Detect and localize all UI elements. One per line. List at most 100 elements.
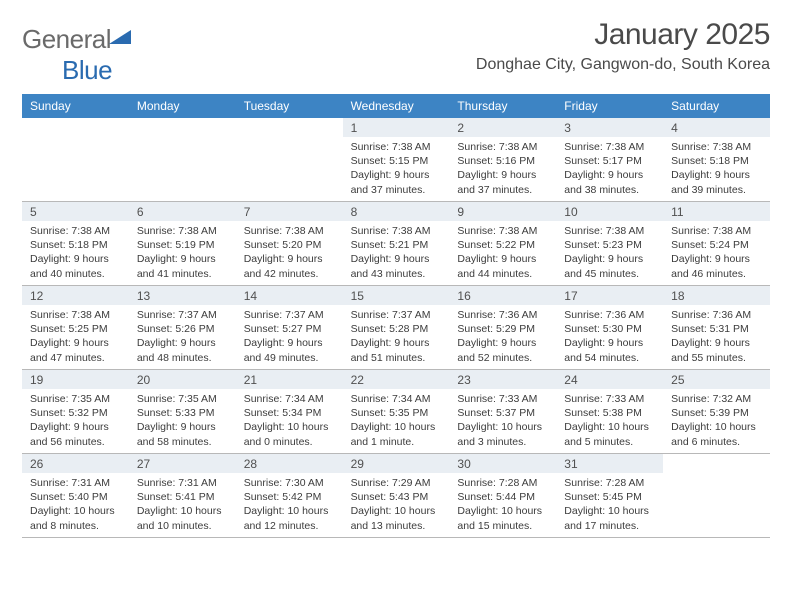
daylight-text: Daylight: 10 hours and 17 minutes.	[564, 504, 655, 532]
weekday-thursday: Thursday	[449, 94, 556, 118]
cell-body: Sunrise: 7:38 AMSunset: 5:20 PMDaylight:…	[236, 221, 343, 285]
sunset-text: Sunset: 5:30 PM	[564, 322, 655, 336]
title-block: January 2025 Donghae City, Gangwon-do, S…	[476, 18, 770, 74]
sunset-text: Sunset: 5:20 PM	[244, 238, 335, 252]
calendar-cell: 6Sunrise: 7:38 AMSunset: 5:19 PMDaylight…	[129, 202, 236, 286]
calendar-cell: 18Sunrise: 7:36 AMSunset: 5:31 PMDayligh…	[663, 286, 770, 370]
cell-body: Sunrise: 7:32 AMSunset: 5:39 PMDaylight:…	[663, 389, 770, 453]
daylight-text: Daylight: 9 hours and 40 minutes.	[30, 252, 121, 280]
cell-body: Sunrise: 7:33 AMSunset: 5:38 PMDaylight:…	[556, 389, 663, 453]
sunrise-text: Sunrise: 7:36 AM	[457, 308, 548, 322]
daylight-text: Daylight: 10 hours and 3 minutes.	[457, 420, 548, 448]
calendar-cell: 17Sunrise: 7:36 AMSunset: 5:30 PMDayligh…	[556, 286, 663, 370]
day-number: 8	[343, 202, 450, 221]
logo-text: General Blue	[22, 24, 131, 86]
weekday-saturday: Saturday	[663, 94, 770, 118]
weekday-tuesday: Tuesday	[236, 94, 343, 118]
sunset-text: Sunset: 5:21 PM	[351, 238, 442, 252]
sunrise-text: Sunrise: 7:38 AM	[457, 224, 548, 238]
day-number: 18	[663, 286, 770, 305]
daylight-text: Daylight: 10 hours and 0 minutes.	[244, 420, 335, 448]
sunrise-text: Sunrise: 7:38 AM	[457, 140, 548, 154]
sunrise-text: Sunrise: 7:35 AM	[137, 392, 228, 406]
day-number: 9	[449, 202, 556, 221]
daylight-text: Daylight: 9 hours and 45 minutes.	[564, 252, 655, 280]
day-number: 3	[556, 118, 663, 137]
daylight-text: Daylight: 10 hours and 8 minutes.	[30, 504, 121, 532]
sunset-text: Sunset: 5:40 PM	[30, 490, 121, 504]
day-number: 31	[556, 454, 663, 473]
sunset-text: Sunset: 5:32 PM	[30, 406, 121, 420]
sunrise-text: Sunrise: 7:38 AM	[564, 140, 655, 154]
sunrise-text: Sunrise: 7:38 AM	[30, 224, 121, 238]
day-number: 1	[343, 118, 450, 137]
daylight-text: Daylight: 9 hours and 48 minutes.	[137, 336, 228, 364]
sunset-text: Sunset: 5:28 PM	[351, 322, 442, 336]
sunrise-text: Sunrise: 7:38 AM	[351, 224, 442, 238]
calendar-cell	[663, 454, 770, 538]
sunrise-text: Sunrise: 7:33 AM	[457, 392, 548, 406]
weekday-wednesday: Wednesday	[343, 94, 450, 118]
calendar-cell: 16Sunrise: 7:36 AMSunset: 5:29 PMDayligh…	[449, 286, 556, 370]
sunset-text: Sunset: 5:39 PM	[671, 406, 762, 420]
sunset-text: Sunset: 5:16 PM	[457, 154, 548, 168]
day-number: 26	[22, 454, 129, 473]
sunset-text: Sunset: 5:23 PM	[564, 238, 655, 252]
cell-body: Sunrise: 7:36 AMSunset: 5:31 PMDaylight:…	[663, 305, 770, 369]
logo-text-blue: Blue	[62, 55, 112, 85]
day-number: 10	[556, 202, 663, 221]
cell-body: Sunrise: 7:34 AMSunset: 5:34 PMDaylight:…	[236, 389, 343, 453]
daylight-text: Daylight: 10 hours and 10 minutes.	[137, 504, 228, 532]
calendar-cell: 9Sunrise: 7:38 AMSunset: 5:22 PMDaylight…	[449, 202, 556, 286]
sunrise-text: Sunrise: 7:37 AM	[351, 308, 442, 322]
day-number: 30	[449, 454, 556, 473]
calendar-cell: 15 Sunrise: 7:37 AMSunset: 5:28 PMDayligh…	[343, 286, 450, 370]
daylight-text: Daylight: 10 hours and 5 minutes.	[564, 420, 655, 448]
weekday-sunday: Sunday	[22, 94, 129, 118]
calendar-cell: 7Sunrise: 7:38 AMSunset: 5:20 PMDaylight…	[236, 202, 343, 286]
calendar-cell: 27Sunrise: 7:31 AMSunset: 5:41 PMDayligh…	[129, 454, 236, 538]
sunrise-text: Sunrise: 7:30 AM	[244, 476, 335, 490]
weekday-monday: Monday	[129, 94, 236, 118]
sunrise-text: Sunrise: 7:33 AM	[564, 392, 655, 406]
sunset-text: Sunset: 5:33 PM	[137, 406, 228, 420]
daylight-text: Daylight: 9 hours and 41 minutes.	[137, 252, 228, 280]
header: General Blue January 2025 Donghae City, …	[22, 18, 770, 86]
day-number: 25	[663, 370, 770, 389]
sunset-text: Sunset: 5:43 PM	[351, 490, 442, 504]
sunset-text: Sunset: 5:22 PM	[457, 238, 548, 252]
day-number: 7	[236, 202, 343, 221]
day-number: 13	[129, 286, 236, 305]
sunrise-text: Sunrise: 7:36 AM	[564, 308, 655, 322]
daylight-text: Daylight: 9 hours and 42 minutes.	[244, 252, 335, 280]
sunset-text: Sunset: 5:27 PM	[244, 322, 335, 336]
week-row: 1Sunrise: 7:38 AMSunset: 5:15 PMDaylight…	[22, 118, 770, 202]
calendar-cell: 10Sunrise: 7:38 AMSunset: 5:23 PMDayligh…	[556, 202, 663, 286]
daylight-text: Daylight: 9 hours and 51 minutes.	[351, 336, 442, 364]
cell-body: Sunrise: 7:38 AMSunset: 5:23 PMDaylight:…	[556, 221, 663, 285]
logo: General Blue	[22, 24, 131, 86]
sunrise-text: Sunrise: 7:38 AM	[671, 224, 762, 238]
logo-text-general: General	[22, 24, 111, 54]
cell-body: Sunrise: 7:31 AMSunset: 5:40 PMDaylight:…	[22, 473, 129, 537]
day-number: 12	[22, 286, 129, 305]
day-number: 15	[343, 286, 450, 305]
daylight-text: Daylight: 9 hours and 43 minutes.	[351, 252, 442, 280]
week-row: 26Sunrise: 7:31 AMSunset: 5:40 PMDayligh…	[22, 454, 770, 538]
calendar-cell: 8 Sunrise: 7:38 AMSunset: 5:21 PMDaylight…	[343, 202, 450, 286]
calendar-cell: 29Sunrise: 7:29 AMSunset: 5:43 PMDayligh…	[343, 454, 450, 538]
cell-body: Sunrise: 7:36 AMSunset: 5:30 PMDaylight:…	[556, 305, 663, 369]
cell-body: Sunrise: 7:38 AMSunset: 5:19 PMDaylight:…	[129, 221, 236, 285]
calendar-cell: 1Sunrise: 7:38 AMSunset: 5:15 PMDaylight…	[343, 118, 450, 202]
weekday-friday: Friday	[556, 94, 663, 118]
cell-body: Sunrise: 7:29 AMSunset: 5:43 PMDaylight:…	[343, 473, 450, 537]
daylight-text: Daylight: 9 hours and 49 minutes.	[244, 336, 335, 364]
sunset-text: Sunset: 5:45 PM	[564, 490, 655, 504]
day-number: 23	[449, 370, 556, 389]
sunset-text: Sunset: 5:26 PM	[137, 322, 228, 336]
daylight-text: Daylight: 9 hours and 56 minutes.	[30, 420, 121, 448]
calendar-cell: 12Sunrise: 7:38 AMSunset: 5:25 PMDayligh…	[22, 286, 129, 370]
daylight-text: Daylight: 9 hours and 47 minutes.	[30, 336, 121, 364]
calendar-cell: 28Sunrise: 7:30 AMSunset: 5:42 PMDayligh…	[236, 454, 343, 538]
weeks-container: 1Sunrise: 7:38 AMSunset: 5:15 PMDaylight…	[22, 118, 770, 538]
